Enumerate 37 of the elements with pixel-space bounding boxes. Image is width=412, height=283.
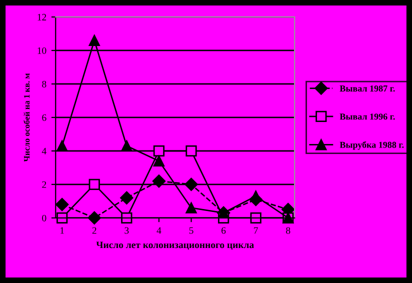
x-tick-label: 3 (124, 227, 129, 234)
point (88, 34, 100, 46)
y-tick-label: 4 (42, 148, 46, 154)
x-tick-label: 5 (189, 227, 194, 234)
point (250, 190, 262, 202)
x-axis-title: Число лет колонизационного цикла (96, 242, 254, 250)
point (152, 174, 166, 188)
point (55, 198, 69, 212)
y-tick-label: 10 (38, 47, 46, 54)
x-tick-label: 7 (254, 227, 258, 234)
point (184, 178, 198, 192)
x-tick-label: 6 (222, 227, 226, 234)
legend-label: Вывал 1987 г. (340, 85, 395, 92)
point (121, 140, 132, 152)
point (88, 211, 101, 224)
x-tick-label: 1 (60, 227, 64, 234)
y-tick-label: 12 (38, 14, 46, 20)
point (186, 202, 197, 214)
y-axis-title: Число особей на 1 кв. м (24, 73, 30, 162)
point (56, 212, 68, 224)
point (250, 212, 262, 224)
y-tick-label: 0 (42, 214, 46, 222)
point (88, 178, 100, 190)
x-tick-label: 8 (286, 227, 290, 234)
point (121, 212, 132, 224)
point (186, 145, 197, 156)
y-tick-label: 8 (42, 80, 46, 88)
point (153, 155, 165, 167)
point (153, 145, 165, 156)
legend-label: Вырубка 1988 г. (340, 141, 404, 150)
y-tick-label: 6 (42, 114, 46, 121)
x-tick-label: 2 (92, 227, 96, 234)
legend-label: Вывал 1996 г. (340, 114, 395, 120)
x-tick-label: 4 (156, 227, 162, 234)
y-tick-label: 2 (42, 181, 46, 188)
point (120, 191, 134, 204)
point (56, 140, 68, 152)
